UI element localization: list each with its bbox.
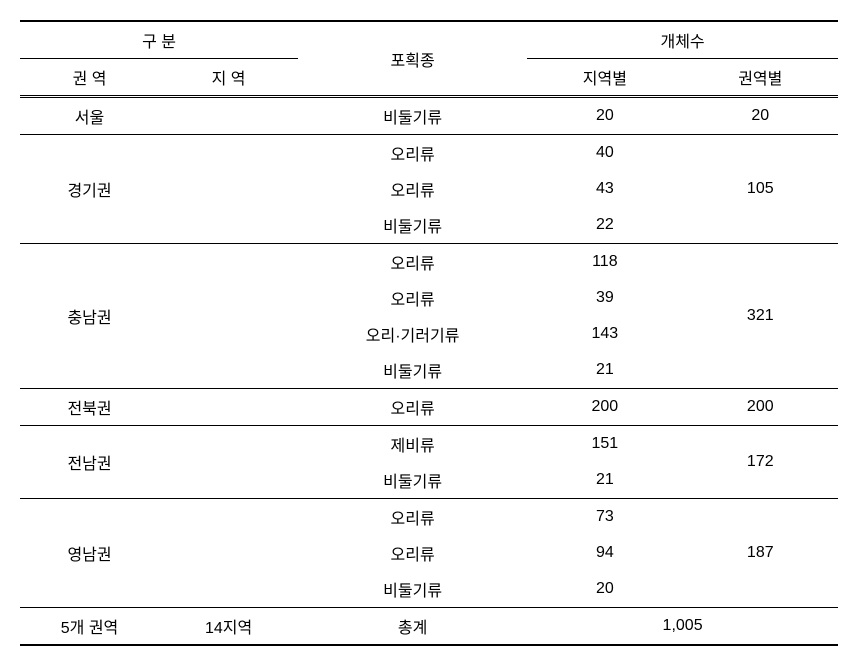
species-cell: 오리류 <box>298 171 527 207</box>
species-cell: 오리류 <box>298 244 527 281</box>
table-row: 경기권 오리류 40 105 <box>20 135 838 172</box>
zone-cell: 영남권 <box>20 499 159 608</box>
table-row: 서울 비둘기류 20 20 <box>20 97 838 135</box>
zone-cell: 전남권 <box>20 426 159 499</box>
region-count-cell: 20 <box>527 571 682 608</box>
footer-zones: 5개 권역 <box>20 608 159 646</box>
region-count-cell: 200 <box>527 389 682 426</box>
region-count-cell: 143 <box>527 316 682 352</box>
region-cell <box>159 97 298 135</box>
zone-cell: 전북권 <box>20 389 159 426</box>
species-cell: 오리류 <box>298 499 527 536</box>
zone-count-cell: 321 <box>683 244 838 389</box>
region-cell <box>159 135 298 244</box>
region-count-cell: 21 <box>527 462 682 499</box>
table-row: 충남권 오리류 118 321 <box>20 244 838 281</box>
region-count-cell: 21 <box>527 352 682 389</box>
table-row: 영남권 오리류 73 187 <box>20 499 838 536</box>
region-count-cell: 22 <box>527 207 682 244</box>
region-count-cell: 151 <box>527 426 682 463</box>
header-species: 포획종 <box>298 21 527 97</box>
region-count-cell: 73 <box>527 499 682 536</box>
region-count-cell: 94 <box>527 535 682 571</box>
species-cell: 제비류 <box>298 426 527 463</box>
region-count-cell: 40 <box>527 135 682 172</box>
region-cell <box>159 499 298 608</box>
table-row: 전북권 오리류 200 200 <box>20 389 838 426</box>
region-count-cell: 20 <box>527 97 682 135</box>
table-row: 전남권 제비류 151 172 <box>20 426 838 463</box>
species-cell: 비둘기류 <box>298 97 527 135</box>
data-table: 구 분 포획종 개체수 권 역 지 역 지역별 권역별 서울 비둘기류 20 2… <box>20 20 838 646</box>
header-by-region: 지역별 <box>527 59 682 97</box>
zone-count-cell: 187 <box>683 499 838 608</box>
region-count-cell: 118 <box>527 244 682 281</box>
species-cell: 비둘기류 <box>298 207 527 244</box>
species-cell: 오리류 <box>298 535 527 571</box>
footer-row: 5개 권역 14지역 총계 1,005 <box>20 608 838 646</box>
zone-count-cell: 105 <box>683 135 838 244</box>
footer-total: 1,005 <box>527 608 838 646</box>
species-cell: 비둘기류 <box>298 571 527 608</box>
region-count-cell: 39 <box>527 280 682 316</box>
zone-cell: 경기권 <box>20 135 159 244</box>
header-count: 개체수 <box>527 21 838 59</box>
zone-cell: 충남권 <box>20 244 159 389</box>
header-by-zone: 권역별 <box>683 59 838 97</box>
footer-regions: 14지역 <box>159 608 298 646</box>
region-count-cell: 43 <box>527 171 682 207</box>
species-cell: 오리류 <box>298 135 527 172</box>
header-region: 지 역 <box>159 59 298 97</box>
species-cell: 오리·기러기류 <box>298 316 527 352</box>
species-cell: 오리류 <box>298 280 527 316</box>
species-cell: 비둘기류 <box>298 352 527 389</box>
region-cell <box>159 244 298 389</box>
header-division: 구 분 <box>20 21 298 59</box>
zone-count-cell: 172 <box>683 426 838 499</box>
region-cell <box>159 426 298 499</box>
zone-cell: 서울 <box>20 97 159 135</box>
zone-count-cell: 20 <box>683 97 838 135</box>
header-zone: 권 역 <box>20 59 159 97</box>
species-cell: 오리류 <box>298 389 527 426</box>
region-cell <box>159 389 298 426</box>
footer-label: 총계 <box>298 608 527 646</box>
species-cell: 비둘기류 <box>298 462 527 499</box>
zone-count-cell: 200 <box>683 389 838 426</box>
